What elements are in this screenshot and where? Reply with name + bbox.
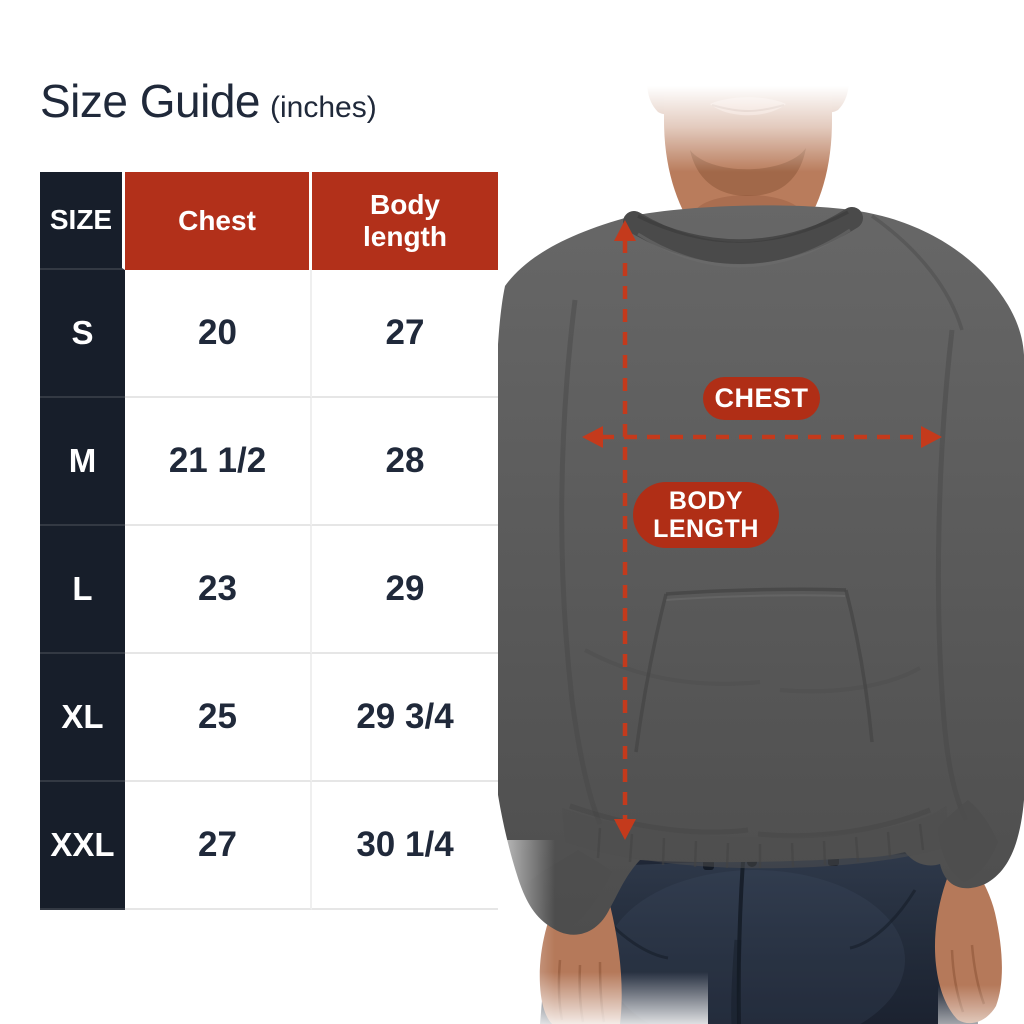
table-cell-chest: 27 [125,782,312,910]
page-title: Size Guide (inches) [40,74,377,128]
size-table-header-size: SIZE [40,172,125,270]
fade-overlays [470,0,1024,1024]
table-row-size-label: XL [40,654,125,782]
table-cell-chest: 25 [125,654,312,782]
size-table-header-body-length: Body length [312,172,498,270]
chest-measure-label: CHEST [714,383,809,413]
table-row-size-label: M [40,398,125,526]
table-cell-chest: 23 [125,526,312,654]
table-cell-body-length: 29 3/4 [312,654,498,782]
table-cell-body-length: 30 1/4 [312,782,498,910]
body-length-measure-badge: BODY LENGTH [633,482,779,548]
table-cell-body-length: 29 [312,526,498,654]
table-cell-body-length: 28 [312,398,498,526]
kangaroo-pocket-seams [634,587,874,753]
size-table-header-chest: Chest [125,172,312,270]
collar-graphic [623,207,863,268]
table-cell-chest: 21 1/2 [125,398,312,526]
body-length-label-line1: BODY [668,487,744,515]
size-table: SIZE Chest Body length S 20 27 M 21 1/2 … [40,172,498,910]
chest-measure-badge: CHEST [703,377,820,420]
page-title-unit: (inches) [270,91,377,124]
sweatshirt-graphic [486,205,1024,935]
table-cell-chest: 20 [125,270,312,398]
table-cell-body-length: 27 [312,270,498,398]
page-title-text: Size Guide [40,75,261,127]
body-length-label-line2: LENGTH [653,515,759,543]
table-row-size-label: XXL [40,782,125,910]
table-row-size-label: S [40,270,125,398]
table-row-size-label: L [40,526,125,654]
